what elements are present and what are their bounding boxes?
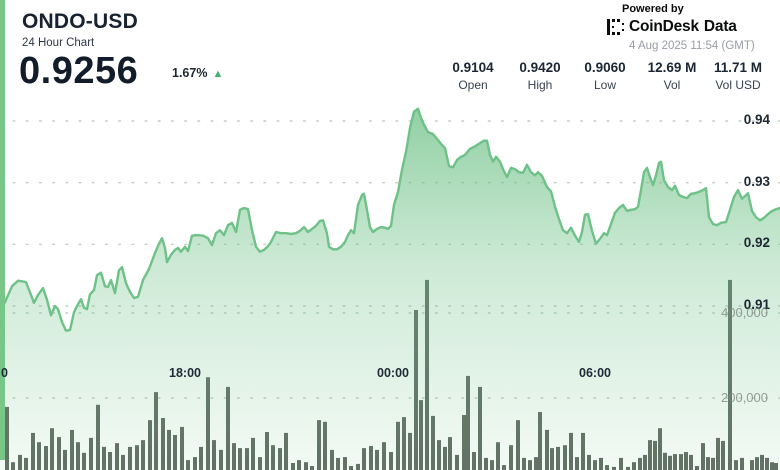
change-percent: 1.67% [172,66,208,80]
powered-by-label: Powered by [622,3,684,15]
volume-usd-label: Vol USD [715,78,761,92]
volume-axis-tick: 400,000 [721,305,768,320]
open-label: Open [458,78,488,92]
open-value: 0.9104 [452,60,494,75]
price-axis-tick: 0.91 [743,297,770,312]
high-label: High [527,78,553,92]
stat-high: 0.9420 High [500,60,580,92]
timeframe-label: 24 Hour Chart [22,37,95,49]
stat-volume: 12.69 M Vol [632,60,712,92]
brand-name: CoinDesk [629,18,699,35]
chart-timestamp: 4 Aug 2025 11:54 (GMT) [629,40,755,52]
up-triangle-icon: ▲ [212,68,224,80]
high-value: 0.9420 [519,60,561,75]
low-value: 0.9060 [584,60,626,75]
time-axis-tick: 06:00 [579,366,611,380]
price-axis-tick: 0.94 [743,112,770,127]
time-axis-tick: 0 [1,366,8,380]
page-title: ONDO-USD [22,10,138,33]
volume-usd-value: 11.71 M [713,60,763,75]
stat-volume-usd: 11.71 M Vol USD [698,60,778,92]
price-area [0,108,780,470]
low-label: Low [593,78,616,92]
volume-axis-tick: 200,000 [721,390,768,405]
left-accent-bar [0,0,5,460]
stat-open: 0.9104 Open [433,60,513,92]
time-axis-tick: 18:00 [169,366,201,380]
brand-suffix: Data [703,18,737,35]
price-axis-tick: 0.93 [743,173,770,189]
volume-value: 12.69 M [647,60,697,75]
price-change: 1.67% ▲ [172,66,223,80]
coindesk-logo-icon [607,19,624,35]
price-line [0,107,780,332]
time-axis-tick: 00:00 [377,366,409,380]
coindesk-logo: CoinDesk Data [607,18,737,36]
stat-low: 0.9060 Low [565,60,645,92]
price-axis-tick: 0.92 [743,235,770,251]
volume-label: Vol [663,78,681,92]
current-price: 0.9256 [19,50,139,92]
